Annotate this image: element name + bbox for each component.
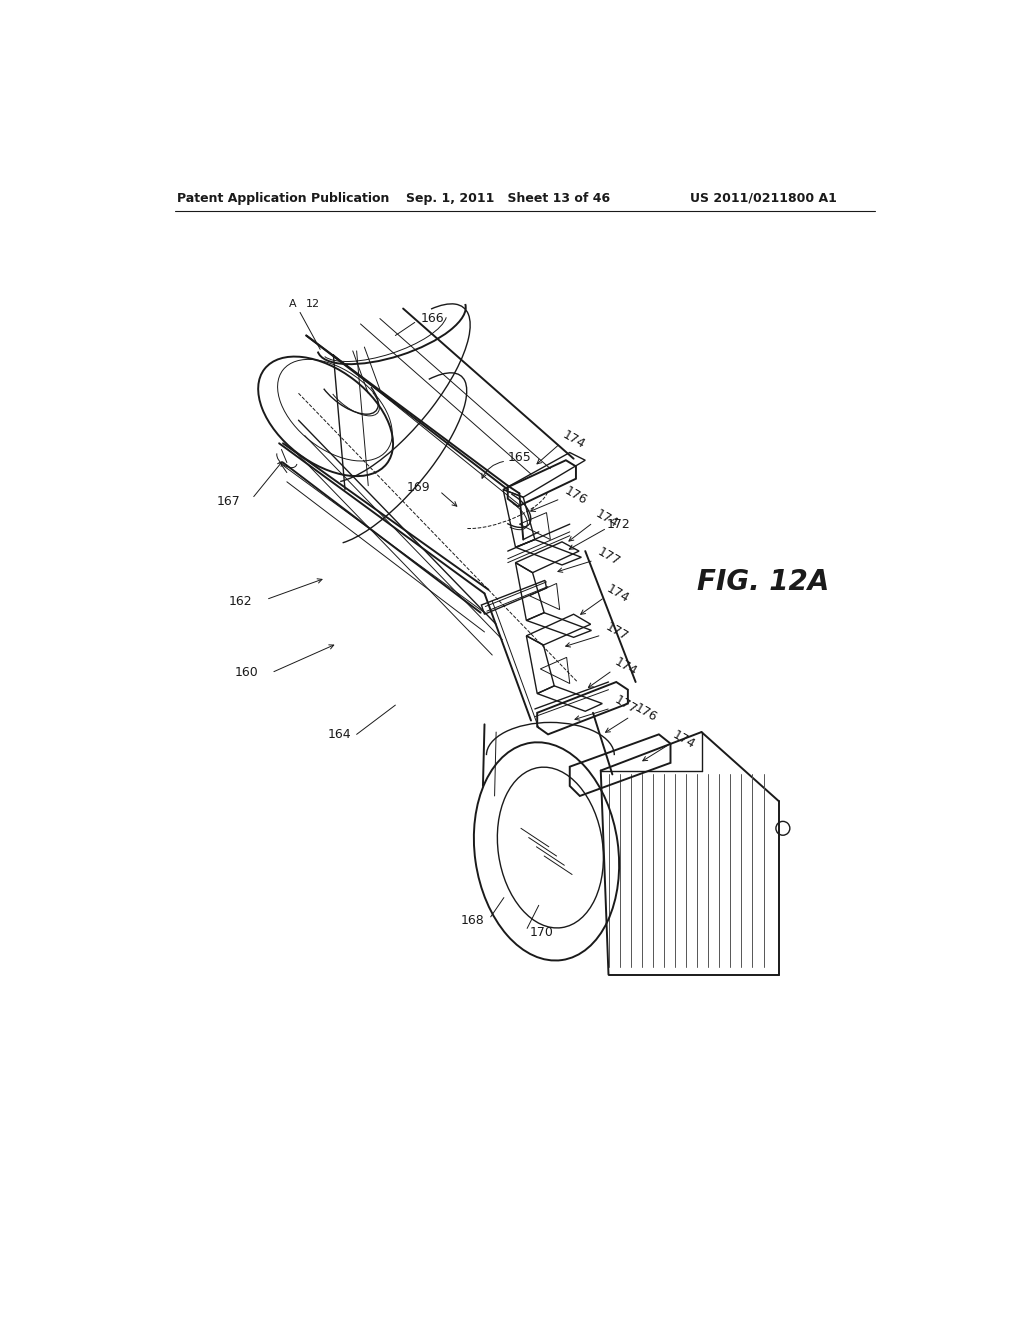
Text: 166: 166 <box>421 312 444 325</box>
Text: Sep. 1, 2011   Sheet 13 of 46: Sep. 1, 2011 Sheet 13 of 46 <box>406 191 610 205</box>
Text: US 2011/0211800 A1: US 2011/0211800 A1 <box>690 191 837 205</box>
Text: 162: 162 <box>228 594 252 607</box>
Text: 176: 176 <box>562 484 589 507</box>
Text: 177: 177 <box>595 545 623 569</box>
Text: 177: 177 <box>612 693 640 717</box>
Text: 174: 174 <box>560 428 588 451</box>
Text: FIG. 12A: FIG. 12A <box>697 568 829 595</box>
Text: 176: 176 <box>632 701 658 725</box>
Text: 164: 164 <box>328 727 351 741</box>
Text: 167: 167 <box>217 495 241 508</box>
Text: 174: 174 <box>671 729 697 751</box>
Text: 174: 174 <box>604 582 632 605</box>
Text: Patent Application Publication: Patent Application Publication <box>177 191 389 205</box>
Text: 177: 177 <box>603 620 630 644</box>
Text: 165: 165 <box>508 450 531 463</box>
Text: 169: 169 <box>407 482 430 495</box>
Text: 174: 174 <box>612 655 639 678</box>
Text: 172: 172 <box>607 517 631 531</box>
Text: 12: 12 <box>306 298 321 309</box>
Text: 168: 168 <box>461 915 484 927</box>
Text: 174: 174 <box>593 507 621 531</box>
Text: 170: 170 <box>529 925 553 939</box>
Text: 160: 160 <box>234 667 258 680</box>
Text: A: A <box>290 298 297 309</box>
